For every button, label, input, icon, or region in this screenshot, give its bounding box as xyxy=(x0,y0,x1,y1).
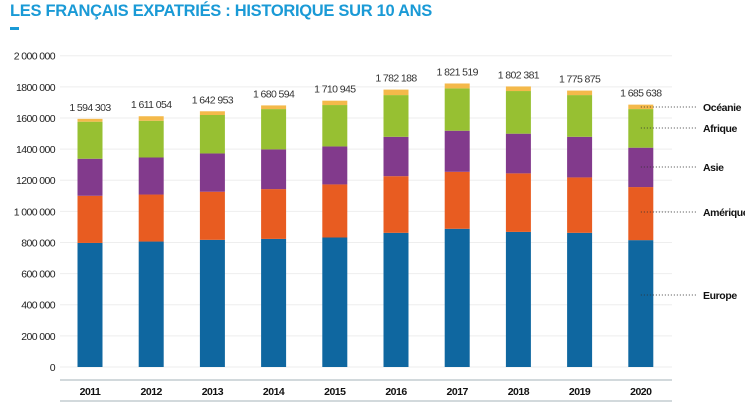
y-tick-label: 1600 000 xyxy=(16,113,56,125)
y-tick-label: 2 000 000 xyxy=(14,51,56,63)
bar-segment-afrique-2012 xyxy=(138,120,164,158)
bar-segment-europe-2012 xyxy=(138,241,164,367)
y-tick-label: 800 000 xyxy=(21,237,56,249)
bar-segment-asie-2015 xyxy=(322,146,348,185)
bar-segment-asie-2011 xyxy=(77,158,103,196)
bar-segment-afrique-2019 xyxy=(567,95,593,137)
bar-segment-afrique-2018 xyxy=(505,91,531,134)
bar-segment-oceanie-2019 xyxy=(567,90,593,96)
total-label: 1 775 875 xyxy=(559,74,601,86)
x-tick-label: 2015 xyxy=(324,386,346,398)
bar-segment-asie-2014 xyxy=(261,149,287,190)
bar-segment-europe-2017 xyxy=(444,228,470,367)
bar-segment-oceanie-2014 xyxy=(261,105,287,110)
x-tick-label: 2011 xyxy=(80,386,101,398)
bar-segment-oceanie-2013 xyxy=(199,111,225,116)
bar-segment-europe-2013 xyxy=(199,239,225,367)
bar-segment-oceanie-2015 xyxy=(322,100,348,106)
bar-segment-asie-2013 xyxy=(199,153,225,192)
bar-segment-afrique-2014 xyxy=(261,109,287,150)
total-label: 1 611 054 xyxy=(131,99,172,111)
bar-segment-europe-2014 xyxy=(261,238,287,367)
bar-segment-afrique-2013 xyxy=(199,115,225,154)
y-tick-label: 200 000 xyxy=(21,331,56,343)
chart-title: LES FRANÇAIS EXPATRIÉS : HISTORIQUE SUR … xyxy=(10,2,432,20)
bar-segment-oceanie-2016 xyxy=(383,89,409,96)
x-tick-label: 2012 xyxy=(141,386,163,398)
y-tick-label: 1 000 000 xyxy=(14,206,56,218)
total-label: 1 642 953 xyxy=(192,94,234,106)
bar-segment-asie-2012 xyxy=(138,157,164,195)
x-tick-label: 2018 xyxy=(508,386,530,398)
bar-segment-amerique-2011 xyxy=(77,195,103,243)
bar-segment-amerique-2018 xyxy=(505,173,531,232)
x-tick-label: 2016 xyxy=(385,386,407,398)
bar-segment-amerique-2020 xyxy=(628,187,654,241)
y-tick-label: 1800 000 xyxy=(16,82,56,94)
y-tick-label: 1400 000 xyxy=(16,144,56,156)
title-underline xyxy=(10,27,19,30)
bar-segment-oceanie-2017 xyxy=(444,83,470,89)
total-label: 1 802 381 xyxy=(498,69,540,81)
total-label: 1 685 638 xyxy=(620,88,662,100)
total-label: 1 680 594 xyxy=(253,88,295,100)
x-tick-label: 2017 xyxy=(447,386,469,398)
total-label: 1 782 188 xyxy=(375,73,417,85)
bar-segment-asie-2019 xyxy=(567,136,593,178)
bar-segment-amerique-2014 xyxy=(261,189,287,239)
bar-segment-afrique-2011 xyxy=(77,121,103,159)
legend-label: Asie xyxy=(703,162,724,174)
bar-segment-asie-2016 xyxy=(383,136,409,177)
x-tick-label: 2014 xyxy=(263,386,285,398)
y-tick-label: 0 xyxy=(50,362,56,374)
bar-segment-europe-2020 xyxy=(628,240,654,367)
total-label: 1 710 945 xyxy=(314,84,356,96)
legend-label: Océanie xyxy=(703,102,742,114)
bar-segment-asie-2018 xyxy=(505,133,531,174)
legend-label: Afrique xyxy=(703,123,738,135)
bar-segment-amerique-2013 xyxy=(199,191,225,240)
bar-segment-afrique-2016 xyxy=(383,95,409,137)
legend-label: Amérique xyxy=(703,207,745,219)
bar-segment-europe-2018 xyxy=(505,231,531,367)
bar-segment-oceanie-2018 xyxy=(505,86,531,92)
bar-segment-asie-2017 xyxy=(444,130,470,172)
bar-segment-amerique-2012 xyxy=(138,194,164,242)
bar-segment-oceanie-2012 xyxy=(138,116,164,121)
bar-segment-amerique-2016 xyxy=(383,176,409,233)
x-tick-label: 2020 xyxy=(630,386,652,398)
y-tick-label: 1200 000 xyxy=(16,175,56,187)
y-tick-label: 600 000 xyxy=(21,269,56,281)
bar-segment-afrique-2017 xyxy=(444,88,470,131)
total-label: 1 821 519 xyxy=(437,66,479,78)
bar-segment-europe-2019 xyxy=(567,232,593,367)
y-tick-label: 400 000 xyxy=(21,300,56,312)
total-label: 1 594 303 xyxy=(69,102,111,114)
bar-segment-amerique-2015 xyxy=(322,184,348,238)
bar-segment-europe-2016 xyxy=(383,232,409,367)
legend-label: Europe xyxy=(703,290,737,302)
bar-segment-europe-2011 xyxy=(77,242,103,367)
bar-segment-europe-2015 xyxy=(322,237,348,367)
bar-segment-oceanie-2011 xyxy=(77,118,103,122)
bar-segment-amerique-2019 xyxy=(567,177,593,233)
bar-segment-amerique-2017 xyxy=(444,171,470,229)
x-tick-label: 2013 xyxy=(202,386,224,398)
x-tick-label: 2019 xyxy=(569,386,591,398)
bar-segment-afrique-2015 xyxy=(322,105,348,147)
